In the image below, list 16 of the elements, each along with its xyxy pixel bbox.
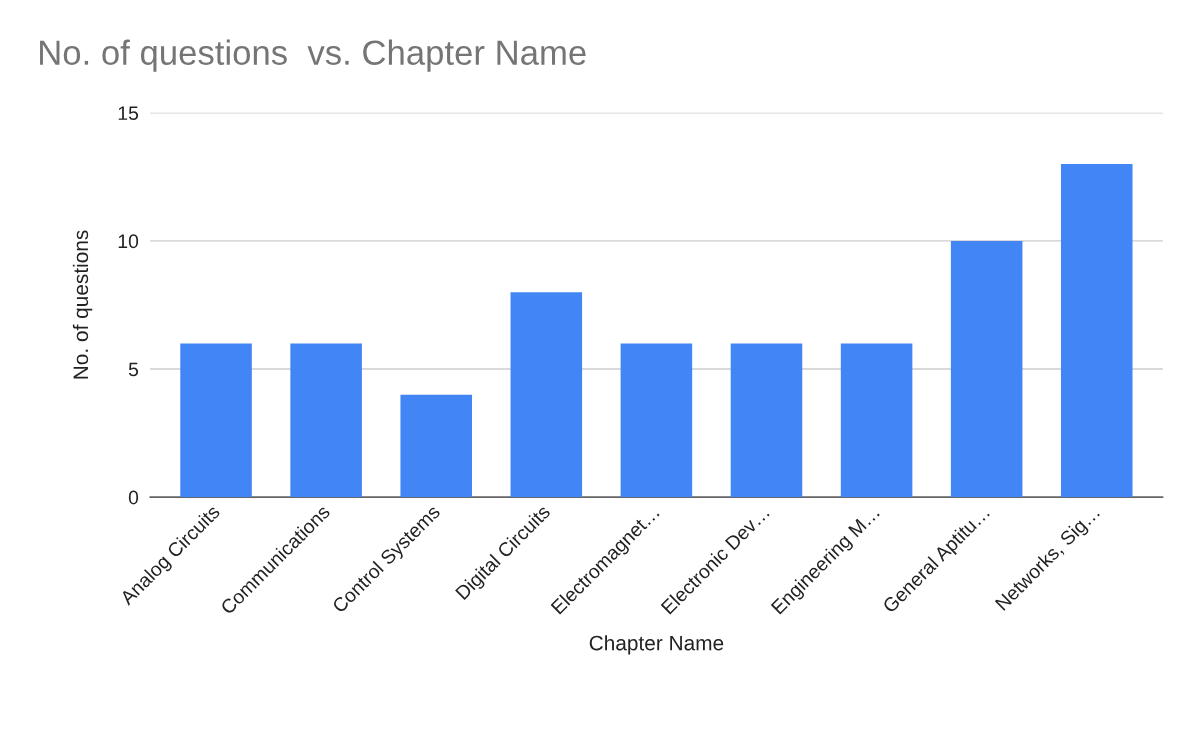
- bar: [950, 240, 1023, 498]
- bar: [180, 343, 252, 498]
- y-axis-title: No. of questions: [72, 230, 93, 379]
- y-tick-label: 5: [128, 362, 139, 377]
- y-tick-label: 0: [128, 490, 139, 505]
- bar: [290, 343, 362, 498]
- bar: [510, 292, 583, 498]
- bar: [840, 343, 913, 498]
- bar: [1060, 164, 1133, 498]
- bar: [620, 343, 693, 498]
- bar: [730, 343, 803, 498]
- chart-title: No. of questions vs. Chapter Name: [40, 39, 586, 72]
- bar: [400, 394, 472, 498]
- x-axis-title: Chapter Name: [589, 635, 724, 655]
- y-tick-label: 15: [118, 106, 139, 121]
- y-tick-label: 10: [118, 234, 139, 249]
